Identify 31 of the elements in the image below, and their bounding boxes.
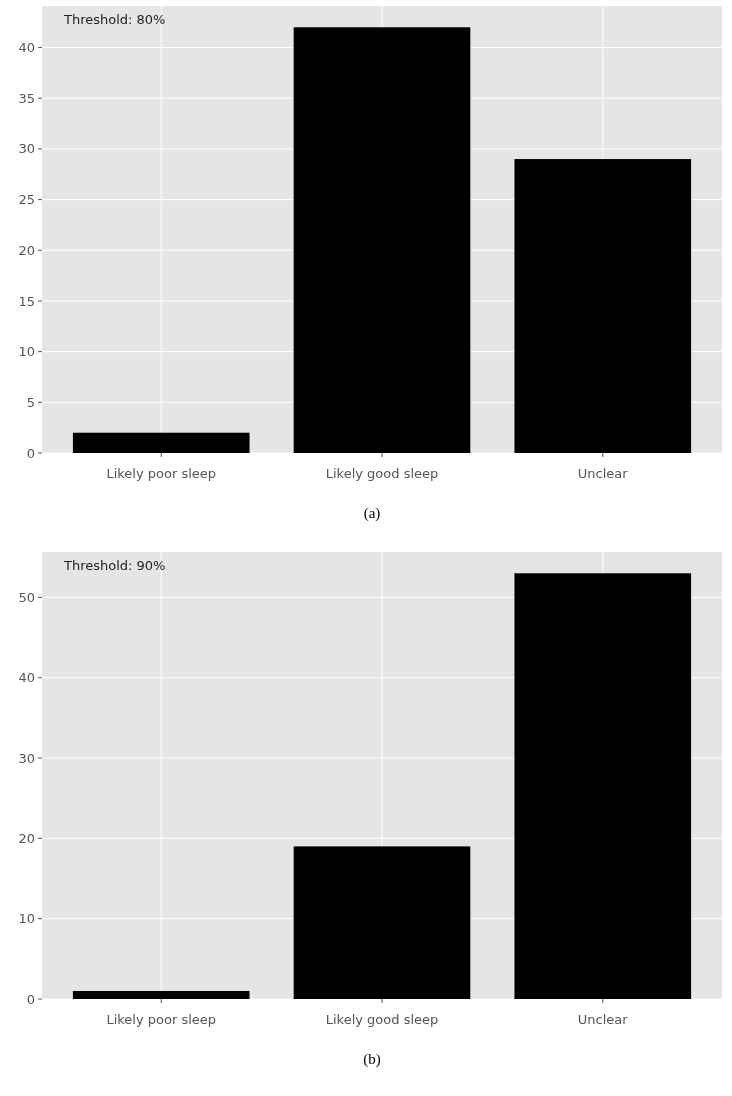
y-tick-label: 5 xyxy=(26,394,35,410)
bar xyxy=(72,990,250,999)
y-tick-label: 40 xyxy=(18,670,35,686)
y-tick-label: 0 xyxy=(26,991,35,1007)
annotation: Threshold: 90% xyxy=(63,558,166,573)
text: (a) xyxy=(363,505,381,522)
y-tick-label: 30 xyxy=(18,750,35,766)
bar xyxy=(72,432,250,453)
y-tick-label: 50 xyxy=(18,589,35,605)
x-tick-label: Unclear xyxy=(577,466,629,481)
x-tick-label: Likely good sleep xyxy=(325,1012,439,1027)
x-tick-label: Likely poor sleep xyxy=(106,466,217,481)
bar xyxy=(514,159,692,453)
bar xyxy=(293,27,471,453)
y-tick-label: 15 xyxy=(18,293,35,309)
x-tick-label: Likely good sleep xyxy=(325,466,439,481)
bar xyxy=(514,573,692,999)
bar xyxy=(293,846,471,999)
x-tick-label: Unclear xyxy=(577,1012,629,1027)
y-tick-label: 20 xyxy=(18,830,35,846)
y-tick-label: 10 xyxy=(18,344,35,360)
annotation: Threshold: 80% xyxy=(63,12,166,27)
y-tick-label: 0 xyxy=(26,445,35,461)
y-tick-label: 10 xyxy=(18,911,35,927)
y-tick-label: 25 xyxy=(18,192,35,208)
y-tick-label: 40 xyxy=(18,40,35,56)
y-tick-label: 35 xyxy=(18,90,35,106)
y-tick-label: 30 xyxy=(18,141,35,157)
x-tick-label: Likely poor sleep xyxy=(106,1012,217,1027)
y-tick-label: 20 xyxy=(18,242,35,258)
text: (b) xyxy=(363,1051,381,1068)
